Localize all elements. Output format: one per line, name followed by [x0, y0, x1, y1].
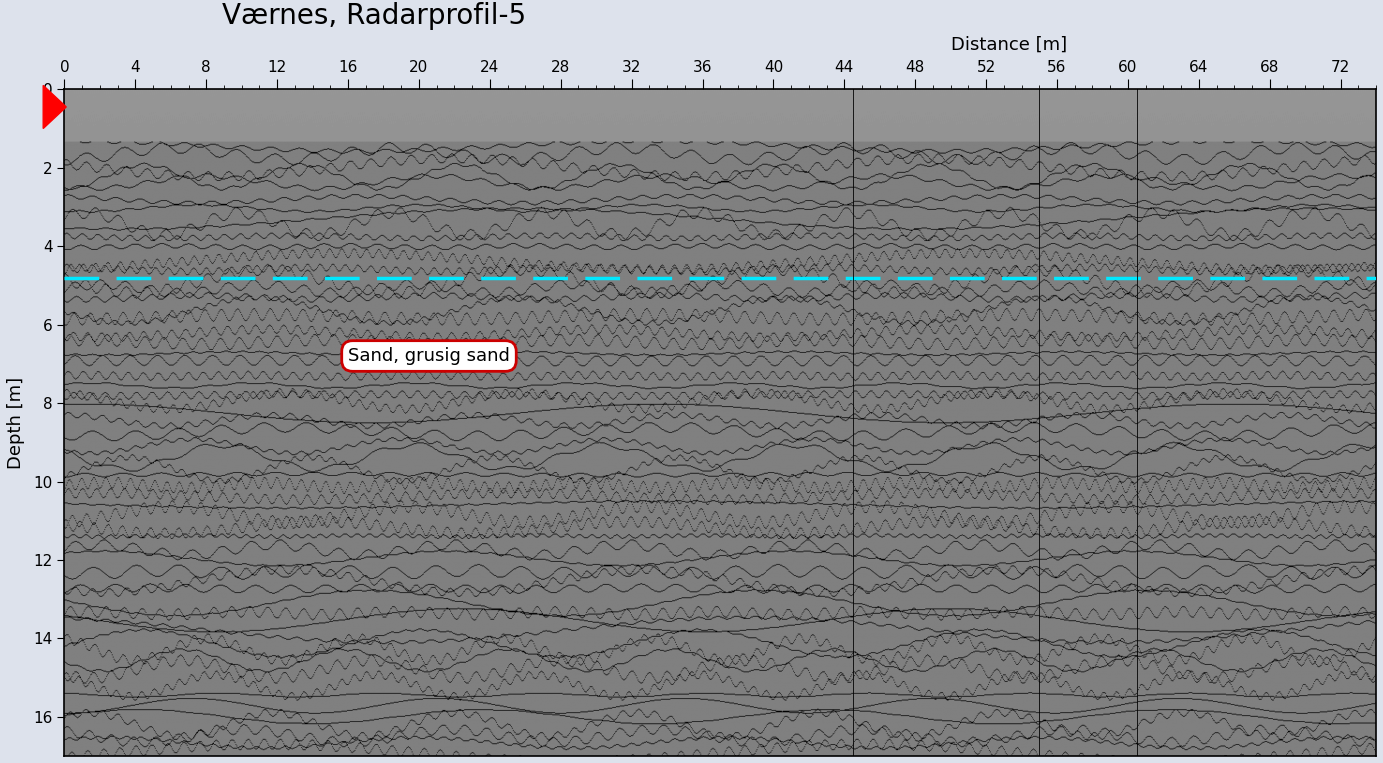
X-axis label: Distance [m]: Distance [m] — [950, 35, 1066, 53]
Y-axis label: Depth [m]: Depth [m] — [7, 377, 25, 468]
Text: Sand, grusig sand: Sand, grusig sand — [349, 347, 510, 365]
Text: Værnes, Radarprofil-5: Værnes, Radarprofil-5 — [221, 2, 526, 31]
Polygon shape — [43, 85, 66, 128]
